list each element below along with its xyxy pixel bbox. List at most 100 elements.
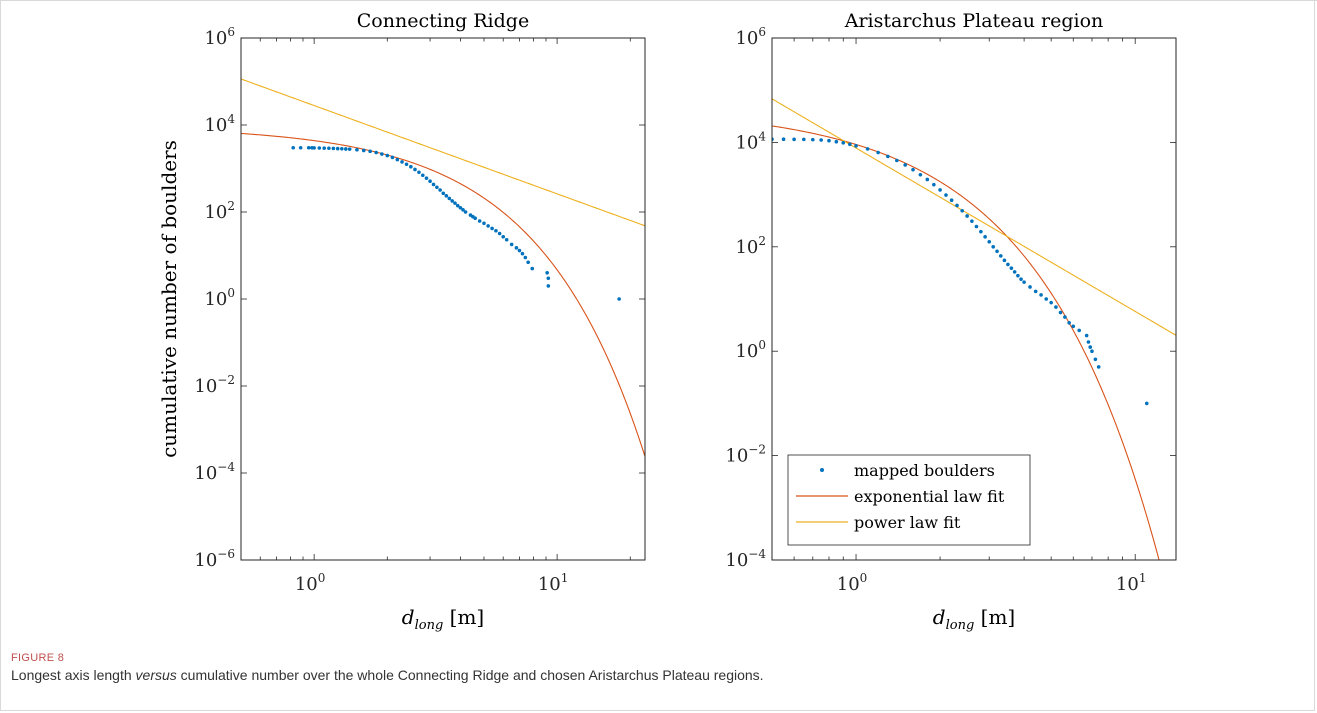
caption-italic: versus [135, 667, 177, 683]
boulder-point [974, 224, 979, 229]
boulder-point [486, 224, 490, 228]
y-tick-exponent: 0 [227, 286, 235, 300]
boulder-point [911, 167, 915, 172]
boulder-point [965, 214, 969, 218]
boulder-point [987, 239, 992, 244]
boulder-point [955, 203, 959, 208]
x-tick-label: 100 [295, 571, 326, 595]
boulder-point [848, 142, 852, 147]
x-label-subscript: long [415, 618, 444, 633]
boulder-point [335, 146, 340, 151]
boulder-point [1088, 345, 1093, 349]
boulder-point [435, 185, 439, 190]
boulder-point [317, 146, 322, 150]
y-tick-base: 10 [735, 341, 758, 362]
mapped-boulders-points [772, 137, 1149, 406]
boulder-point [291, 145, 296, 150]
chart-title: Connecting Ridge [357, 10, 529, 32]
boulder-point [355, 147, 359, 152]
boulder-point [1006, 262, 1010, 267]
boulder-point [918, 172, 923, 177]
y-tick-label: 106 [204, 25, 235, 49]
exponential-fit-line [241, 132, 645, 457]
boulder-point [1016, 273, 1020, 278]
boulder-point [340, 146, 344, 151]
legend-marker-points [820, 468, 824, 472]
boulder-point [1049, 300, 1053, 305]
boulder-point [327, 146, 331, 151]
boulder-point [1058, 310, 1063, 315]
boulder-point [463, 210, 468, 214]
boulder-point [438, 188, 442, 192]
boulder-point [1090, 349, 1094, 354]
y-tick-exponent: 6 [227, 25, 235, 39]
x-minor-ticks [259, 38, 631, 560]
y-tick-base: 10 [725, 550, 748, 571]
x-minor-ticks [793, 38, 1123, 560]
legend-box [787, 454, 1031, 546]
y-tick-base: 10 [194, 463, 217, 484]
y-tick-exponent: 4 [758, 129, 766, 143]
boulder-point [509, 242, 514, 247]
boulder-point [802, 137, 806, 142]
boulder-point [876, 150, 880, 155]
boulder-point [428, 179, 432, 184]
boulder-point [854, 144, 858, 148]
boulder-point [497, 231, 502, 236]
x-tick-label: 101 [1116, 571, 1147, 595]
boulder-point [1044, 297, 1049, 301]
boulder-point [944, 193, 948, 197]
mapped-boulders-points [291, 145, 621, 301]
boulder-point [1096, 365, 1101, 369]
boulder-point [477, 219, 482, 223]
boulder-point [514, 246, 519, 250]
boulder-point [520, 251, 525, 256]
y-tick-label: 104 [735, 129, 766, 153]
boulder-point [482, 221, 486, 226]
x-tick-base: 10 [538, 574, 561, 595]
boulder-point [517, 248, 522, 253]
boulder-point [1019, 277, 1023, 281]
boulder-point [413, 167, 417, 172]
boulder-point [431, 182, 436, 187]
boulder-point [834, 139, 839, 144]
boulder-point [865, 147, 870, 151]
y-tick-base: 10 [204, 289, 227, 310]
boulder-point [819, 138, 823, 142]
boulder-point [932, 182, 936, 187]
boulder-point [490, 226, 494, 231]
boulder-point [886, 154, 890, 159]
y-tick-exponent: −6 [217, 547, 235, 561]
boulder-point [841, 141, 846, 145]
boulder-point [1144, 401, 1149, 406]
figure-label: FIGURE 8 [11, 652, 65, 664]
x-tick-base: 10 [295, 574, 318, 595]
boulder-point [361, 148, 366, 153]
boulder-point [450, 199, 455, 203]
y-tick-label: 102 [735, 234, 766, 258]
boulder-point [501, 234, 506, 239]
boulder-point [1071, 324, 1076, 329]
power-fit-line [241, 78, 645, 227]
boulder-point [453, 201, 457, 205]
boulder-point [1054, 305, 1058, 309]
axes-box [771, 37, 1177, 561]
boulder-point [444, 194, 449, 198]
boulder-point [1033, 289, 1038, 294]
y-tick-label: 10−2 [194, 373, 235, 397]
boulder-point [420, 173, 425, 178]
boulder-point [1077, 328, 1081, 333]
x-tick-label: 101 [538, 571, 569, 595]
axes-box [240, 37, 646, 561]
boulder-point [1063, 315, 1067, 319]
boulder-point [458, 205, 463, 210]
y-tick-base: 10 [204, 28, 227, 49]
legend-label: mapped boulders [854, 461, 995, 480]
boulder-point [417, 170, 421, 175]
boulder-point [494, 228, 498, 233]
boulder-point [395, 157, 400, 162]
boulder-point [447, 196, 452, 201]
